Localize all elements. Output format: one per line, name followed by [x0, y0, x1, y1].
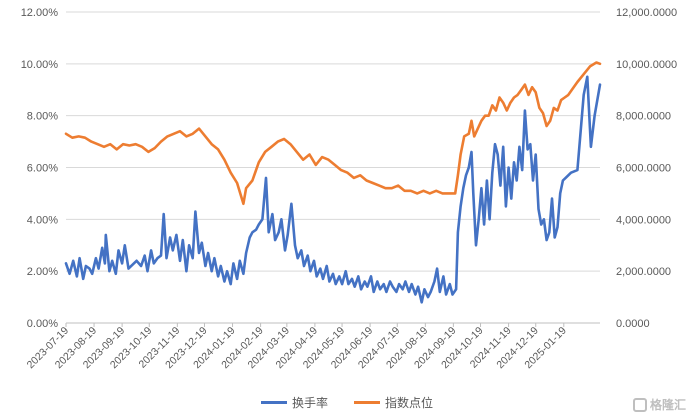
y-right-tick-label: 0.0000	[616, 318, 650, 330]
y-left-tick-label: 12.00%	[21, 7, 59, 19]
legend-item-index-level: 指数点位	[354, 394, 433, 411]
legend-swatch	[260, 401, 287, 404]
legend-swatch	[354, 401, 380, 404]
legend-label: 换手率	[291, 396, 328, 410]
y-left-tick-label: 0.00%	[27, 318, 58, 330]
y-left-tick-label: 2.00%	[27, 266, 58, 278]
watermark-text: 格隆汇	[649, 398, 686, 412]
y-right-tick-label: 12,000.0000	[616, 7, 677, 19]
y-right-tick-label: 6,000.0000	[616, 163, 671, 175]
y-right-tick-label: 8,000.0000	[616, 111, 671, 123]
series-line-index-level	[64, 61, 602, 206]
y-left-tick-label: 4.00%	[27, 214, 58, 226]
watermark-logo-icon	[632, 397, 647, 412]
legend: 换手率 指数点位	[0, 394, 694, 411]
y-left-tick-label: 6.00%	[27, 163, 58, 175]
series-line-turnover	[64, 75, 602, 304]
watermark: 格隆汇	[632, 396, 686, 413]
y-left-tick-label: 8.00%	[27, 111, 58, 123]
y-right-tick-label: 2,000.0000	[616, 266, 671, 278]
y-right-tick-label: 4,000.0000	[616, 214, 671, 226]
legend-item-turnover: 换手率	[260, 394, 328, 411]
y-left-tick-label: 10.00%	[21, 59, 59, 71]
legend-label: 指数点位	[385, 396, 434, 410]
y-right-tick-label: 10,000.0000	[616, 59, 677, 71]
